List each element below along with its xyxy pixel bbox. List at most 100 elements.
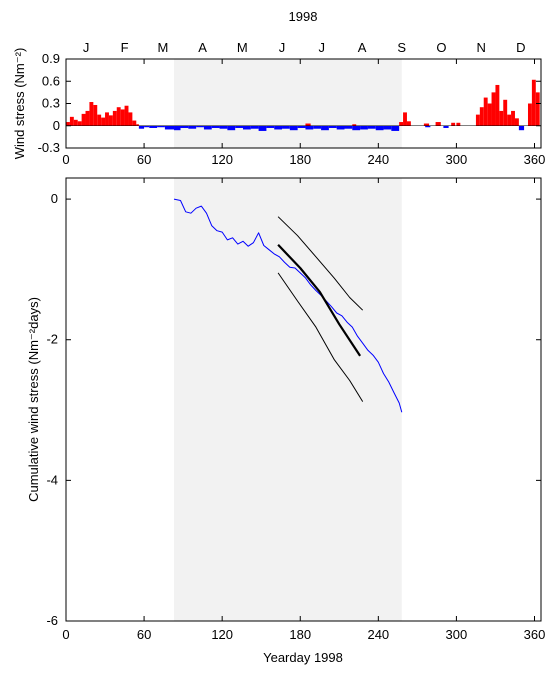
wind-stress-bar bbox=[66, 122, 70, 126]
wind-stress-bar bbox=[81, 113, 86, 126]
wind-stress-bar bbox=[425, 125, 431, 128]
wind-stress-bar bbox=[443, 125, 449, 128]
wind-stress-bar bbox=[367, 125, 376, 129]
wind-stress-bar bbox=[305, 125, 314, 130]
y-tick-label: -2 bbox=[46, 332, 58, 347]
wind-stress-bar bbox=[435, 122, 441, 126]
y-tick-label: 0.9 bbox=[42, 51, 60, 66]
wind-stress-bar bbox=[527, 103, 532, 126]
wind-stress-bar bbox=[174, 125, 181, 131]
series-line bbox=[173, 198, 403, 413]
y-tick-label: -4 bbox=[46, 472, 58, 487]
wind-stress-bar bbox=[89, 102, 94, 126]
bottom-plot-frame bbox=[65, 177, 542, 622]
wind-stress-bar bbox=[535, 92, 540, 126]
wind-stress-bar bbox=[451, 122, 456, 126]
wind-stress-bar bbox=[518, 125, 525, 131]
y-tick-label: -0.3 bbox=[38, 140, 60, 155]
wind-stress-bar bbox=[211, 125, 220, 128]
month-label: J bbox=[318, 40, 325, 55]
wind-stress-bar bbox=[289, 125, 298, 131]
wind-stress-bar bbox=[499, 110, 504, 126]
wind-stress-bar bbox=[321, 125, 329, 131]
x-tick-label: 360 bbox=[524, 627, 546, 642]
wind-stress-bar bbox=[344, 125, 353, 129]
y-tick-label: 0.3 bbox=[42, 96, 60, 111]
cumulative-lines bbox=[173, 198, 403, 413]
wind-stress-panel: 0 60 120 180 240 300 360-0.300.30.60.9 Wind st… bbox=[12, 48, 545, 167]
x-tick-label: 300 bbox=[446, 152, 468, 167]
month-label: J bbox=[83, 40, 90, 55]
wind-stress-bar bbox=[383, 125, 392, 130]
wind-stress-bar bbox=[188, 125, 197, 129]
x-tick-label: 240 bbox=[367, 152, 389, 167]
x-tick-label: 120 bbox=[211, 152, 233, 167]
y-tick-label: 0 bbox=[51, 191, 58, 206]
wind-stress-bar bbox=[495, 84, 500, 126]
bottom-y-axis-label: Cumulative wind stress (Nm⁻²days) bbox=[26, 297, 41, 502]
x-tick-label: 60 bbox=[137, 152, 151, 167]
month-label: A bbox=[198, 40, 207, 55]
wind-stress-bar bbox=[328, 125, 337, 128]
y-tick-label: 0.6 bbox=[42, 73, 60, 88]
month-label: O bbox=[436, 40, 446, 55]
wind-stress-bar bbox=[105, 112, 109, 126]
wind-stress-bar bbox=[305, 123, 311, 126]
x-tick-label: 360 bbox=[524, 152, 546, 167]
wind-stress-bar bbox=[144, 125, 150, 128]
wind-stress-bar bbox=[157, 125, 165, 128]
wind-stress-bar bbox=[108, 115, 113, 126]
series-line bbox=[277, 216, 364, 311]
x-tick-label: 120 bbox=[211, 627, 233, 642]
x-tick-label: 180 bbox=[289, 152, 311, 167]
wind-stress-bar bbox=[511, 110, 515, 126]
wind-stress-bar bbox=[313, 125, 322, 129]
wind-stress-bar bbox=[258, 125, 267, 131]
x-tick-label: 300 bbox=[446, 627, 468, 642]
wind-stress-bar bbox=[85, 110, 90, 126]
series-line bbox=[277, 244, 362, 357]
wind-stress-bars bbox=[66, 79, 540, 131]
wind-stress-bar bbox=[479, 107, 484, 126]
top-y-axis-label: Wind stress (Nm⁻²) bbox=[12, 48, 27, 160]
wind-stress-bar bbox=[164, 125, 175, 130]
top-shaded-region bbox=[174, 59, 402, 148]
wind-stress-bar bbox=[235, 125, 243, 128]
wind-stress-bar bbox=[93, 104, 98, 126]
cumulative-panel: 0 60 120 180 240 300 360 0 -2 -4 -6 Cumulative win… bbox=[26, 177, 545, 665]
x-tick-label: 180 bbox=[289, 627, 311, 642]
wind-stress-bar bbox=[138, 125, 145, 129]
x-tick-label: 240 bbox=[367, 627, 389, 642]
wind-stress-bar bbox=[112, 110, 117, 126]
wind-stress-bar bbox=[531, 79, 536, 126]
wind-stress-bar bbox=[136, 124, 139, 126]
top-axis-ticks: 0 60 120 180 240 300 360-0.300.30.60.9 bbox=[38, 51, 546, 167]
x-axis-label: Yearday 1998 bbox=[263, 650, 343, 665]
month-label: N bbox=[476, 40, 485, 55]
month-label: F bbox=[121, 40, 129, 55]
wind-stress-bar bbox=[475, 114, 480, 126]
wind-stress-bar bbox=[491, 92, 496, 126]
y-tick-label: 0 bbox=[53, 118, 60, 133]
wind-stress-bar bbox=[483, 97, 488, 126]
month-label: A bbox=[358, 40, 367, 55]
wind-stress-bar bbox=[180, 125, 189, 128]
wind-stress-bar bbox=[282, 125, 290, 129]
month-label: J bbox=[279, 40, 286, 55]
x-tick-label: 0 bbox=[62, 627, 69, 642]
year-title: 1998 bbox=[289, 9, 318, 24]
wind-stress-bar bbox=[514, 118, 519, 126]
wind-stress-bar bbox=[297, 125, 306, 128]
wind-stress-bar bbox=[406, 121, 411, 126]
bottom-axis-ticks: 0 60 120 180 240 300 360 0 -2 -4 -6 bbox=[46, 178, 545, 642]
month-label: S bbox=[397, 40, 406, 55]
wind-stress-bar bbox=[219, 125, 228, 129]
wind-stress-bar bbox=[101, 117, 106, 126]
wind-stress-bar bbox=[149, 125, 158, 128]
wind-stress-bar bbox=[403, 112, 407, 126]
x-tick-label: 0 bbox=[62, 152, 69, 167]
wind-stress-bar bbox=[360, 125, 368, 130]
wind-stress-bar bbox=[391, 125, 400, 131]
